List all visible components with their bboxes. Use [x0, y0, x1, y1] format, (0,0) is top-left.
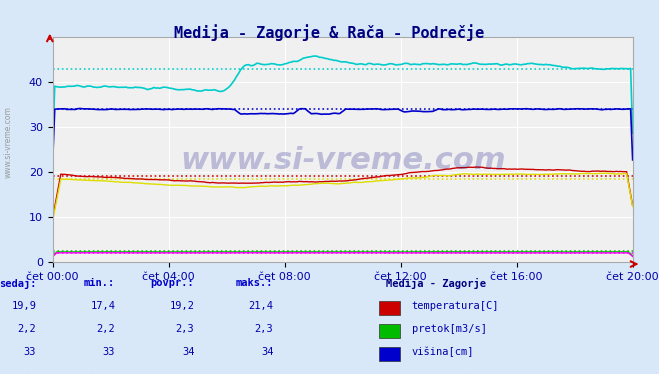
- Text: 21,4: 21,4: [248, 301, 273, 311]
- Text: 34: 34: [182, 347, 194, 357]
- FancyBboxPatch shape: [379, 324, 400, 338]
- Text: Medija - Zagorje: Medija - Zagorje: [386, 278, 486, 289]
- Text: www.si-vreme.com: www.si-vreme.com: [4, 106, 13, 178]
- Text: 17,4: 17,4: [90, 301, 115, 311]
- FancyBboxPatch shape: [379, 301, 400, 315]
- Text: pretok[m3/s]: pretok[m3/s]: [412, 324, 487, 334]
- Text: temperatura[C]: temperatura[C]: [412, 301, 500, 311]
- Text: 34: 34: [261, 347, 273, 357]
- Text: maks.:: maks.:: [236, 278, 273, 288]
- Text: povpr.:: povpr.:: [151, 278, 194, 288]
- Text: sedaj:: sedaj:: [0, 278, 36, 289]
- Text: 19,2: 19,2: [169, 301, 194, 311]
- Text: Medija - Zagorje & Rača - Podrečje: Medija - Zagorje & Rača - Podrečje: [175, 24, 484, 41]
- FancyBboxPatch shape: [379, 347, 400, 361]
- Text: 2,3: 2,3: [176, 324, 194, 334]
- Text: 2,2: 2,2: [18, 324, 36, 334]
- Text: 19,9: 19,9: [11, 301, 36, 311]
- Text: 33: 33: [103, 347, 115, 357]
- Text: 2,3: 2,3: [255, 324, 273, 334]
- Text: višina[cm]: višina[cm]: [412, 347, 474, 357]
- Text: www.si-vreme.com: www.si-vreme.com: [180, 146, 505, 175]
- Text: min.:: min.:: [84, 278, 115, 288]
- Text: 2,2: 2,2: [97, 324, 115, 334]
- Text: 33: 33: [24, 347, 36, 357]
